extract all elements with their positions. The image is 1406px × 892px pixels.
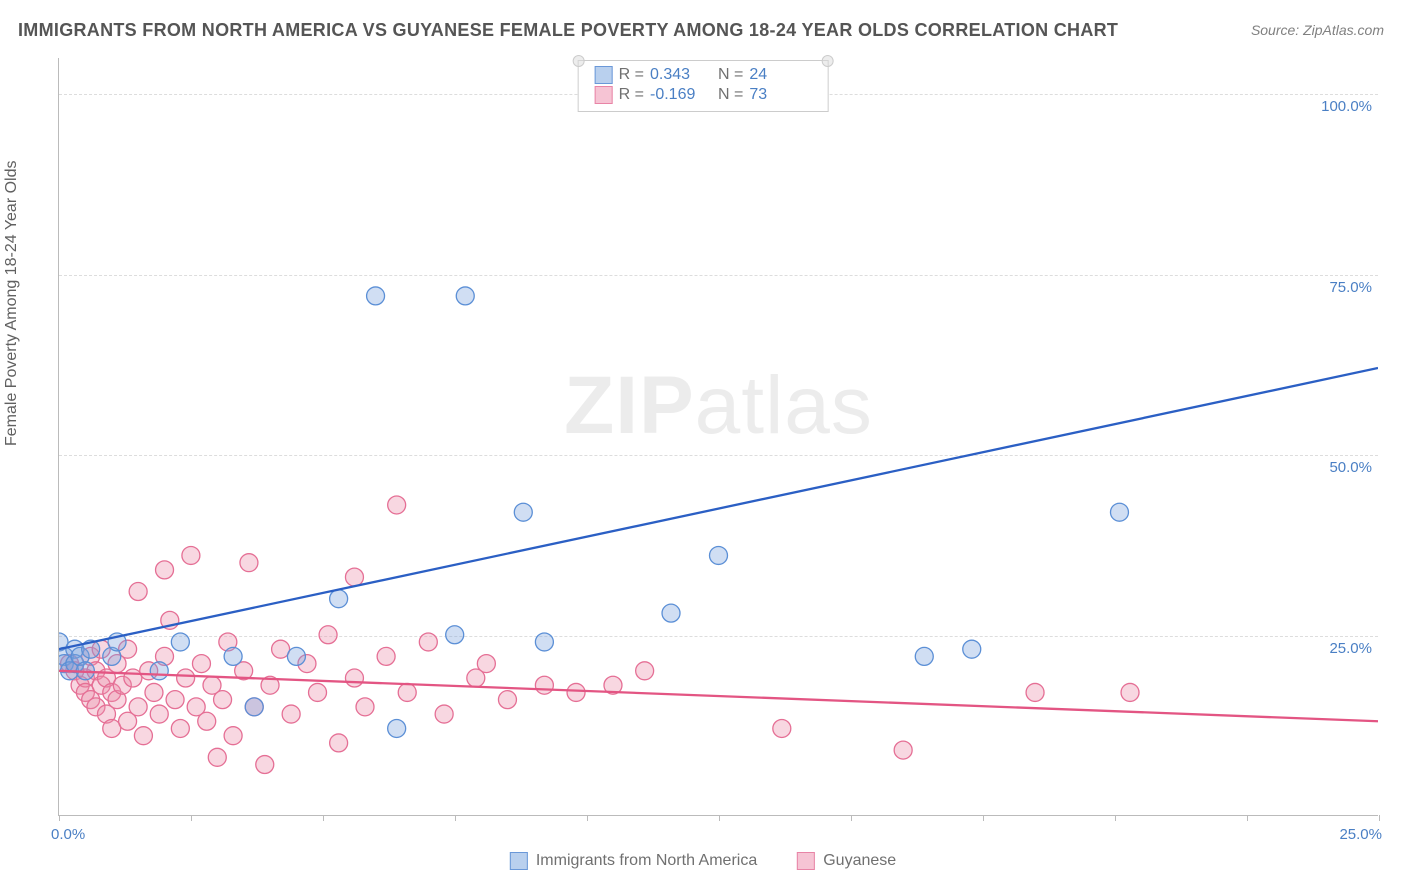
legend-row-series2: R = -0.169 N = 73 [595, 85, 812, 105]
data-point [419, 633, 437, 651]
x-tick [851, 815, 852, 821]
data-point [287, 647, 305, 665]
data-point [134, 727, 152, 745]
legend-corner-dot [821, 55, 833, 67]
data-point [1026, 683, 1044, 701]
data-point [894, 741, 912, 759]
data-point [388, 496, 406, 514]
data-point [208, 748, 226, 766]
data-point [282, 705, 300, 723]
legend-label: Guyanese [823, 852, 896, 870]
data-point [150, 705, 168, 723]
data-point [192, 655, 210, 673]
data-point [150, 662, 168, 680]
x-tick [587, 815, 588, 821]
data-point [224, 647, 242, 665]
data-point [1121, 683, 1139, 701]
x-tick-label: 0.0% [51, 826, 85, 843]
data-point [446, 626, 464, 644]
scatter-svg [59, 58, 1378, 815]
legend-swatch [797, 852, 815, 870]
data-point [129, 698, 147, 716]
legend-swatch [595, 86, 613, 104]
legend-corner-dot [573, 55, 585, 67]
data-point [330, 734, 348, 752]
data-point [345, 568, 363, 586]
x-tick [59, 815, 60, 821]
data-point [710, 546, 728, 564]
legend-row-series1: R = 0.343 N = 24 [595, 65, 812, 85]
data-point [915, 647, 933, 665]
data-point [319, 626, 337, 644]
data-point [1110, 503, 1128, 521]
x-tick [1379, 815, 1380, 821]
x-tick [323, 815, 324, 821]
data-point [356, 698, 374, 716]
data-point [662, 604, 680, 622]
data-point [309, 683, 327, 701]
data-point [773, 719, 791, 737]
data-point [240, 554, 258, 572]
data-point [388, 719, 406, 737]
x-tick-label: 25.0% [1339, 826, 1382, 843]
legend-r-label: R = [619, 86, 644, 104]
x-tick [191, 815, 192, 821]
legend-r-value: 0.343 [650, 66, 712, 84]
data-point [129, 583, 147, 601]
data-point [171, 719, 189, 737]
legend-swatch [595, 66, 613, 84]
data-point [224, 727, 242, 745]
data-point [477, 655, 495, 673]
data-point [535, 676, 553, 694]
x-tick [1247, 815, 1248, 821]
legend-n-label: N = [718, 66, 743, 84]
legend-n-label: N = [718, 86, 743, 104]
data-point [535, 633, 553, 651]
legend-n-value: 24 [749, 66, 811, 84]
legend-r-value: -0.169 [650, 86, 712, 104]
correlation-legend: R = 0.343 N = 24 R = -0.169 N = 73 [578, 60, 829, 112]
data-point [245, 698, 263, 716]
source-attribution: Source: ZipAtlas.com [1251, 22, 1384, 38]
data-point [567, 683, 585, 701]
data-point [171, 633, 189, 651]
data-point [330, 590, 348, 608]
data-point [166, 691, 184, 709]
data-point [514, 503, 532, 521]
data-point [963, 640, 981, 658]
data-point [177, 669, 195, 687]
data-point [156, 561, 174, 579]
legend-item: Guyanese [797, 852, 896, 870]
series-legend: Immigrants from North America Guyanese [510, 852, 896, 870]
x-tick [455, 815, 456, 821]
legend-item: Immigrants from North America [510, 852, 757, 870]
data-point [636, 662, 654, 680]
data-point [398, 683, 416, 701]
y-axis-label: Female Poverty Among 18-24 Year Olds [3, 161, 21, 447]
data-point [214, 691, 232, 709]
data-point [198, 712, 216, 730]
data-point [377, 647, 395, 665]
data-point [456, 287, 474, 305]
x-tick [1115, 815, 1116, 821]
data-point [145, 683, 163, 701]
legend-n-value: 73 [749, 86, 811, 104]
x-tick [983, 815, 984, 821]
data-point [498, 691, 516, 709]
data-point [435, 705, 453, 723]
legend-r-label: R = [619, 66, 644, 84]
plot-area: ZIPatlas 25.0%50.0%75.0%100.0%0.0%25.0% [58, 58, 1378, 816]
legend-swatch [510, 852, 528, 870]
data-point [345, 669, 363, 687]
legend-label: Immigrants from North America [536, 852, 757, 870]
x-tick [719, 815, 720, 821]
chart-title: IMMIGRANTS FROM NORTH AMERICA VS GUYANES… [18, 20, 1118, 41]
chart-container: IMMIGRANTS FROM NORTH AMERICA VS GUYANES… [0, 0, 1406, 892]
data-point [182, 546, 200, 564]
data-point [367, 287, 385, 305]
trend-line [59, 368, 1378, 649]
data-point [256, 756, 274, 774]
